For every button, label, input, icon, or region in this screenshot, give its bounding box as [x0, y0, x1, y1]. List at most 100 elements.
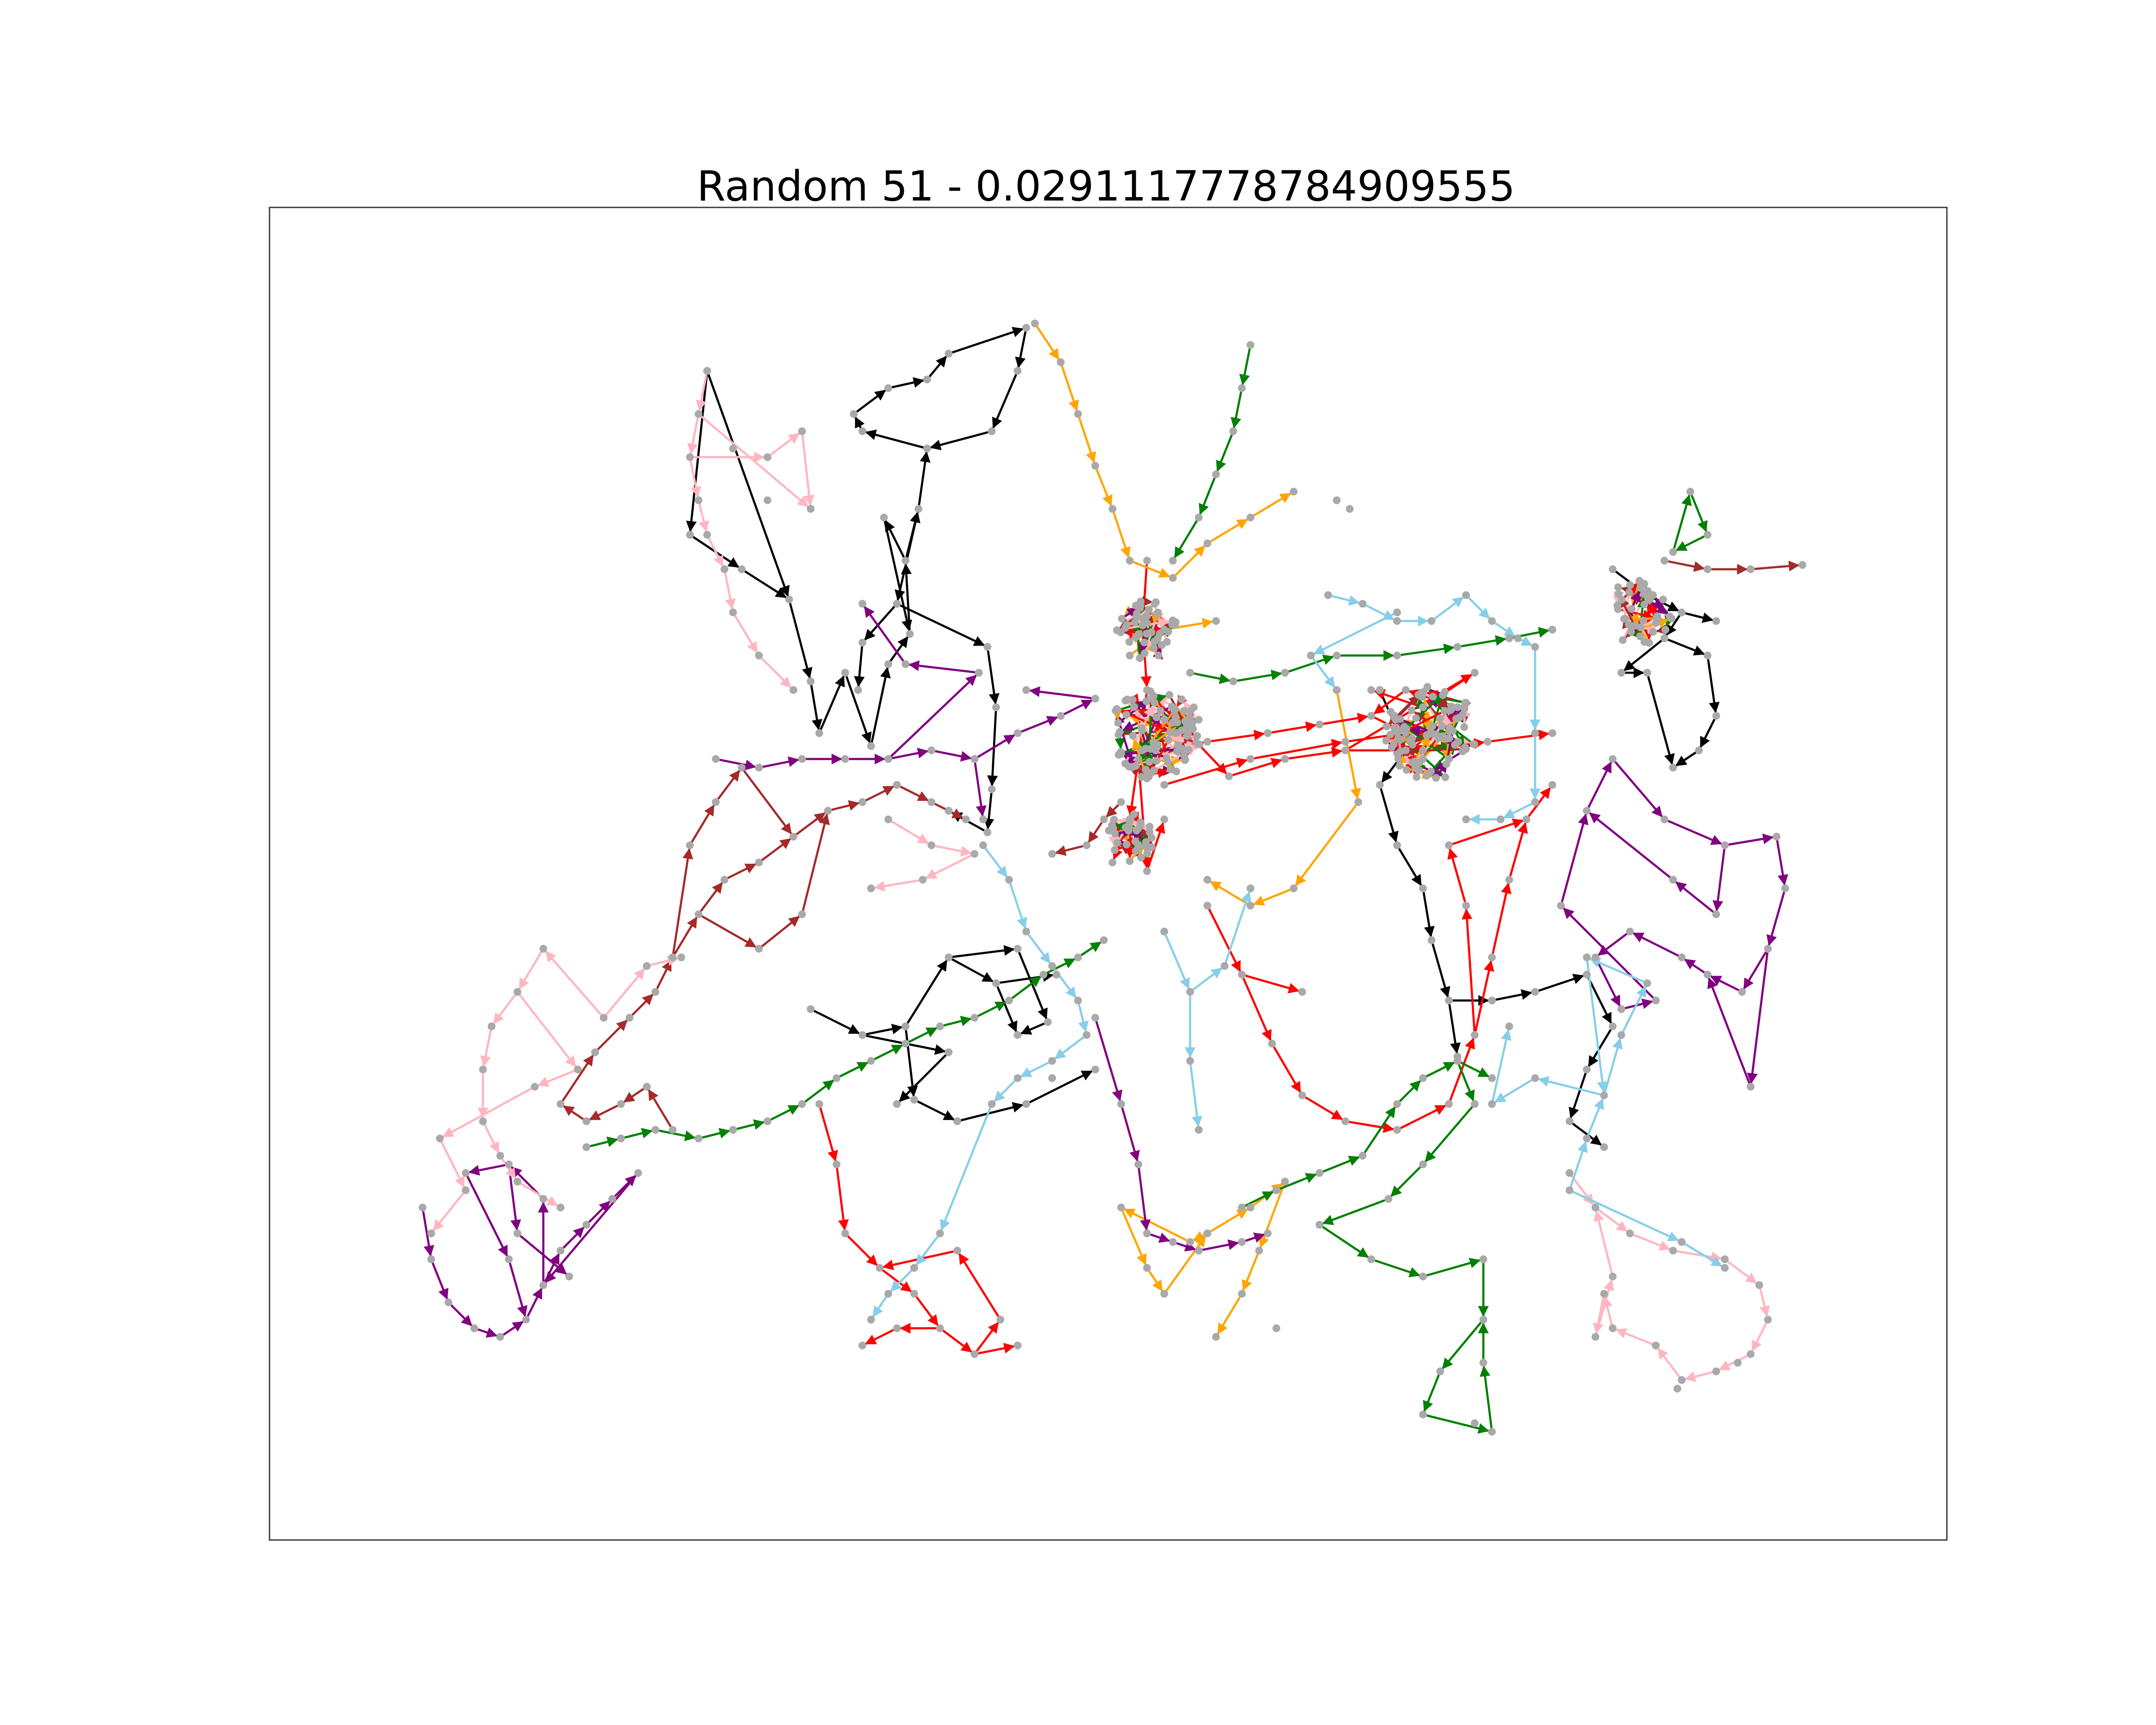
graph-node-purple: [1091, 1014, 1099, 1022]
graph-node-cluster: [1111, 829, 1119, 837]
graph-node-skyblue: [1531, 798, 1539, 806]
graph-node-green: [1195, 514, 1203, 521]
graph-edge-green: [1081, 941, 1102, 957]
graph-node-purple: [1238, 1238, 1246, 1246]
graph-node-black: [686, 531, 694, 539]
graph-edge-purple: [864, 606, 904, 662]
graph-edge-skyblue: [1054, 1036, 1084, 1060]
graph-node-black: [893, 1100, 901, 1108]
graph-node-pink: [488, 1022, 495, 1030]
graph-node-red: [1160, 815, 1168, 823]
graph-node-red: [1281, 755, 1289, 763]
graph-edge-black: [1432, 944, 1451, 998]
graph-node-black: [738, 565, 746, 573]
graph-edge-green: [1288, 655, 1334, 673]
graph-node-pink: [686, 453, 694, 461]
graph-node-green: [1669, 548, 1677, 556]
graph-edge-skyblue: [993, 1080, 1016, 1102]
graph-edge-green: [1690, 495, 1708, 532]
graph-node-cluster: [1391, 715, 1400, 724]
graph-edge-black: [1623, 640, 1662, 671]
graph-node-pink: [462, 1186, 470, 1194]
graph-node-cluster: [1188, 719, 1197, 727]
graph-edge-green: [1046, 958, 1076, 974]
graph-edge-green: [1174, 520, 1198, 558]
graph-node-purple: [514, 1229, 521, 1237]
graph-node-green: [1169, 557, 1177, 565]
graph-node-pink: [703, 531, 711, 539]
graph-node-red: [910, 1290, 918, 1298]
graph-node-black: [1428, 936, 1435, 944]
graph-node-green: [1238, 1204, 1246, 1211]
graph-edge-black: [1588, 1029, 1612, 1067]
graph-edge-brown: [648, 1089, 672, 1127]
graph-node-purple: [565, 1273, 573, 1280]
graph-node-skyblue: [1721, 1264, 1729, 1272]
graph-node-black: [945, 807, 953, 815]
graph-edge-purple: [1614, 761, 1663, 818]
graph-node-pink: [1609, 1273, 1617, 1280]
graph-edge-skyblue: [1020, 1061, 1050, 1078]
graph-edge-brown: [865, 785, 895, 802]
graph-node-pink: [1755, 1281, 1763, 1289]
graph-node-cluster: [1142, 838, 1150, 846]
graph-edge-skyblue: [1165, 935, 1190, 989]
graph-edge-purple: [1095, 1021, 1122, 1101]
graph-node-skyblue: [1428, 617, 1435, 625]
graph-edge-red: [1273, 1046, 1301, 1093]
graph-node-purple: [1091, 695, 1099, 703]
graph-edge-black: [917, 1100, 955, 1121]
graph-node-purple: [1747, 1083, 1755, 1091]
graph-edge-black: [1448, 1004, 1461, 1054]
graph-edge-black: [1685, 612, 1714, 623]
graph-node-brown: [557, 1100, 564, 1108]
graph-edge-red: [847, 1235, 878, 1266]
graph-edge-green: [1390, 1166, 1421, 1197]
graph-node-cluster: [1636, 632, 1644, 640]
graph-node-purple: [1014, 729, 1022, 737]
graph-edge-black: [1667, 638, 1705, 656]
graph-edge-black: [854, 646, 865, 687]
graph-node-purple: [1764, 945, 1772, 953]
graph-node-brown: [1048, 850, 1056, 858]
graph-node-pink: [919, 876, 927, 884]
graph-node-black: [1566, 1117, 1573, 1125]
graph-edge-purple: [977, 734, 1015, 758]
graph-edge-purple: [1202, 1239, 1239, 1251]
graph-edge-red: [1288, 747, 1343, 760]
graph-node-orange: [1203, 876, 1211, 884]
graph-node-cluster: [1160, 715, 1169, 723]
graph-node-red: [953, 1247, 961, 1255]
graph-node-brown: [893, 781, 901, 789]
graph-node-cluster: [1386, 708, 1395, 716]
graph-edge-pink: [480, 1030, 492, 1067]
graph-node-green: [1385, 1195, 1392, 1203]
graph-edge-black: [1398, 848, 1422, 886]
graph-node-cluster: [1639, 617, 1647, 625]
graph-node-black: [1609, 1022, 1617, 1030]
graph-node-green: [617, 1135, 625, 1142]
graph-node-skyblue: [1514, 634, 1522, 642]
graph-node-black: [1091, 1066, 1099, 1073]
graph-edge-orange: [1217, 1296, 1241, 1335]
graph-node-cluster: [1147, 687, 1155, 695]
graph-edge-skyblue: [872, 1296, 887, 1317]
graph-edge-black: [789, 603, 813, 679]
graph-edge-purple: [562, 1226, 585, 1249]
graph-node-pink: [1712, 1367, 1720, 1375]
graph-edge-pink: [483, 1124, 500, 1154]
graph-node-brown: [962, 815, 970, 823]
graph-node-skyblue: [1600, 1091, 1608, 1099]
graph-node-cluster: [1390, 740, 1398, 748]
graph-edge-black: [813, 1010, 860, 1035]
graph-node-red: [893, 1324, 901, 1332]
graph-node-black: [729, 445, 737, 452]
graph-edge-pink: [891, 820, 929, 844]
graph-edge-purple: [890, 674, 977, 757]
graph-node-cluster: [1173, 718, 1181, 727]
graph-node-cluster: [1112, 705, 1121, 713]
graph-node-skyblue: [1531, 643, 1539, 651]
graph-node-skyblue: [1307, 652, 1315, 659]
graph-node-cluster: [1153, 757, 1161, 765]
graph-node-purple: [1721, 841, 1729, 849]
